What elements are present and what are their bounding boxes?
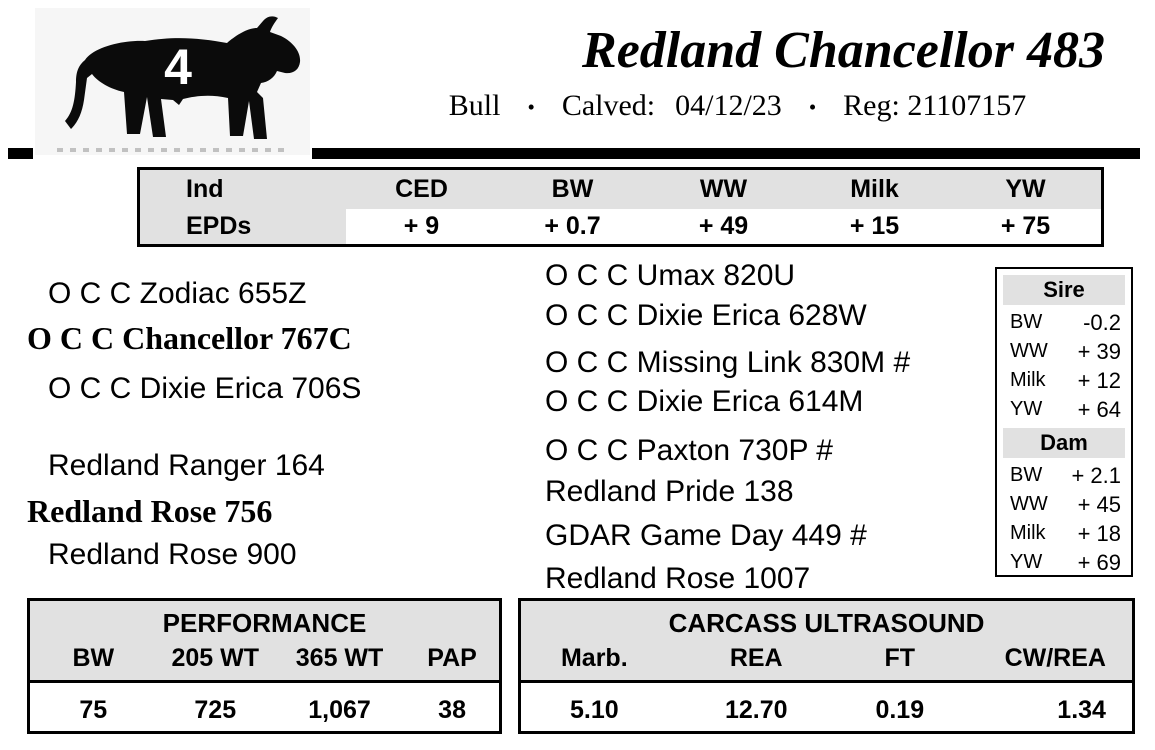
epd-col-header: BW <box>551 175 594 203</box>
bull-silhouette-icon <box>65 16 301 139</box>
pedigree-paternal-grandsire: O C C Zodiac 655Z <box>48 277 307 310</box>
epd-value: + 15 <box>849 212 900 240</box>
performance-value: 1,067 <box>308 695 371 724</box>
epd-table: Ind CED BW WW Milk YW EPDs + 9 + 0.7 + 4… <box>137 167 1104 247</box>
carcass-value: 5.10 <box>569 695 619 724</box>
performance-table: PERFORMANCE BW 205 WT 365 WT PAP 75 725 … <box>27 598 502 734</box>
stat-label: Milk <box>1010 522 1046 544</box>
performance-value: 38 <box>438 695 466 724</box>
pedigree-great-grandparent: Redland Rose 1007 <box>545 562 811 595</box>
performance-title: PERFORMANCE <box>162 608 367 638</box>
carcass-col-header: CW/REA <box>1004 644 1106 672</box>
epd-stat-row: Milk + 12 <box>997 366 1131 395</box>
stat-value: + 39 <box>1077 338 1121 364</box>
carcass-col-headers: Marb. REA FT CW/REA <box>521 644 1132 673</box>
bullet-separator: • <box>527 95 535 120</box>
epd-col-header: CED <box>395 175 448 203</box>
calved-label: Calved: <box>561 88 656 122</box>
epd-row-label: Ind <box>186 175 224 203</box>
stat-label: YW <box>1010 551 1043 573</box>
stat-value: + 18 <box>1077 520 1121 546</box>
carcass-value: 0.19 <box>875 695 925 724</box>
epd-col-header: Milk <box>850 175 899 203</box>
performance-col-header: BW <box>72 644 115 672</box>
sire-dam-panel: Sire BW -0.2 WW + 39 Milk + 12 YW + 64 D… <box>995 267 1133 577</box>
epd-stat-row: Milk + 18 <box>997 519 1131 548</box>
carcass-title: CARCASS ULTRASOUND <box>668 608 985 638</box>
epd-stat-row: YW + 64 <box>997 395 1131 424</box>
performance-value: 75 <box>79 695 108 724</box>
epd-value: + 75 <box>1000 212 1051 240</box>
pedigree-dam: Redland Rose 756 <box>27 493 273 529</box>
pedigree-great-grandparent: GDAR Game Day 449 # <box>545 519 867 552</box>
epd-header-row: Ind CED BW WW Milk YW <box>140 170 1101 209</box>
epd-col-header: WW <box>699 175 748 203</box>
pedigree-paternal-granddam: O C C Dixie Erica 706S <box>48 372 362 405</box>
divider-rule <box>312 148 1140 159</box>
pedigree-great-grandparent: O C C Umax 820U <box>545 259 796 292</box>
performance-col-headers: BW 205 WT 365 WT PAP <box>30 644 499 673</box>
bullet-separator: • <box>808 95 817 120</box>
stat-value: + 12 <box>1077 367 1121 393</box>
epd-value: + 0.7 <box>544 212 601 240</box>
pedigree-maternal-grandsire: Redland Ranger 164 <box>48 449 325 482</box>
carcass-table: CARCASS ULTRASOUND Marb. REA FT CW/REA 5… <box>518 598 1135 734</box>
bull-photo: 4 <box>35 8 310 155</box>
stat-value: -0.2 <box>1083 309 1121 335</box>
stat-value: + 45 <box>1077 491 1121 517</box>
epd-stat-row: WW + 45 <box>997 490 1131 519</box>
epd-row-label: EPDs <box>140 209 346 244</box>
carcass-value: 1.34 <box>1057 695 1106 724</box>
pedigree-sire: O C C Chancellor 767C <box>27 320 352 356</box>
performance-header: PERFORMANCE BW 205 WT 365 WT PAP <box>30 601 499 683</box>
dam-section-header: Dam <box>1003 428 1125 458</box>
stat-label: YW <box>1010 398 1043 420</box>
divider-stub <box>8 148 33 159</box>
carcass-col-header: Marb. <box>560 644 628 672</box>
performance-col-header: 365 WT <box>295 644 384 672</box>
pedigree-great-grandparent: O C C Dixie Erica 614M <box>545 385 864 418</box>
ground-texture <box>57 148 285 152</box>
sire-section-header: Sire <box>1003 275 1125 305</box>
epd-stat-row: YW + 69 <box>997 548 1131 577</box>
carcass-values-row: 5.10 12.70 0.19 1.34 <box>521 683 1132 737</box>
carcass-value: 12.70 <box>724 695 788 724</box>
carcass-header: CARCASS ULTRASOUND Marb. REA FT CW/REA <box>521 601 1132 683</box>
animal-name: Redland Chancellor 483 <box>582 22 1105 79</box>
epd-stat-row: WW + 39 <box>997 337 1131 366</box>
stat-value: + 69 <box>1077 549 1121 575</box>
performance-col-header: PAP <box>427 644 477 672</box>
stat-label: Milk <box>1010 369 1046 391</box>
stat-label: BW <box>1010 311 1043 333</box>
pedigree-great-grandparent: O C C Paxton 730P # <box>545 434 833 467</box>
epd-value: + 49 <box>698 212 749 240</box>
pedigree-great-grandparent: Redland Pride 138 <box>545 475 794 508</box>
epd-stat-row: BW -0.2 <box>997 308 1131 337</box>
vitals-line: Bull • Calved: 04/12/23 • Reg: 21107157 <box>320 88 1155 122</box>
performance-values-row: 75 725 1,067 38 <box>30 683 499 737</box>
stat-value: + 64 <box>1077 396 1121 422</box>
stat-label: WW <box>1010 340 1048 362</box>
stat-label: BW <box>1010 464 1043 486</box>
stat-value: + 2.1 <box>1071 462 1121 488</box>
pedigree-great-grandparent: O C C Missing Link 830M # <box>545 346 911 379</box>
stat-label: WW <box>1010 493 1048 515</box>
carcass-col-header: REA <box>729 644 783 672</box>
performance-value: 725 <box>194 695 237 724</box>
epd-stat-row: BW + 2.1 <box>997 461 1131 490</box>
carcass-col-header: FT <box>884 644 916 672</box>
sex-label: Bull <box>448 88 501 122</box>
reg-number: Reg: 21107157 <box>843 88 1027 122</box>
epd-col-header: YW <box>1005 175 1046 203</box>
calved-date: 04/12/23 <box>675 88 782 122</box>
masthead: Redland Chancellor 483 Bull • Calved: 04… <box>320 22 1155 122</box>
epd-value: + 9 <box>403 212 440 240</box>
lot-number: 4 <box>164 39 192 95</box>
pedigree-great-grandparent: O C C Dixie Erica 628W <box>545 299 867 332</box>
performance-col-header: 205 WT <box>171 644 260 672</box>
epd-values-row: EPDs + 9 + 0.7 + 49 + 15 + 75 <box>140 209 1101 244</box>
pedigree-maternal-granddam: Redland Rose 900 <box>48 538 297 571</box>
